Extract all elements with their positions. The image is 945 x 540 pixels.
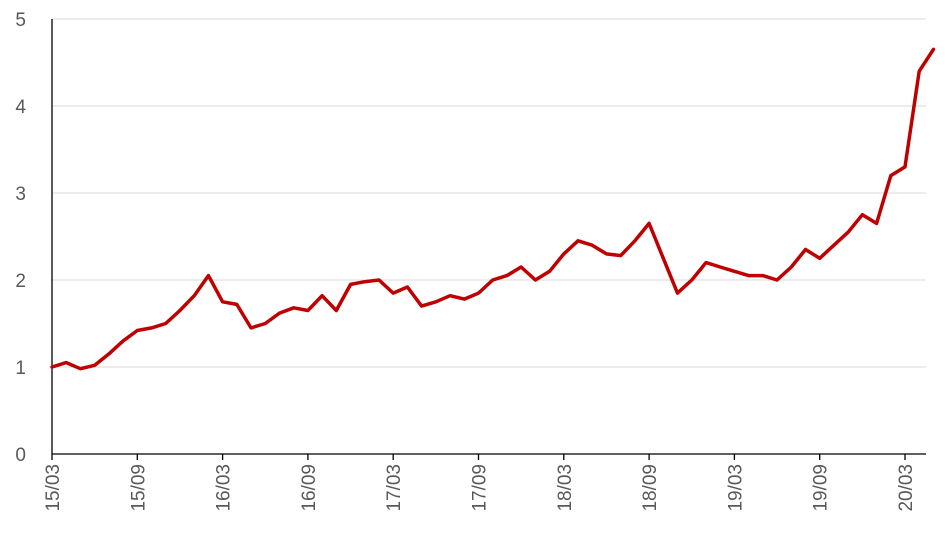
gridlines xyxy=(52,18,926,368)
data-point xyxy=(107,352,111,356)
data-point xyxy=(335,309,338,312)
data-point xyxy=(719,265,722,269)
data-point xyxy=(249,326,253,330)
data-point xyxy=(406,285,409,289)
data-point xyxy=(491,278,494,282)
y-tick-label: 0 xyxy=(15,445,26,466)
data-point xyxy=(605,252,608,256)
data-point xyxy=(804,248,807,251)
series-line xyxy=(50,47,936,371)
data-point xyxy=(178,309,182,312)
data-point xyxy=(576,239,580,242)
data-point xyxy=(264,322,267,325)
data-point xyxy=(790,265,793,269)
data-point xyxy=(193,294,196,297)
data-point xyxy=(889,174,892,177)
x-tick-label: 20/03 xyxy=(896,464,917,512)
data-point xyxy=(50,365,54,369)
data-point xyxy=(818,257,821,260)
axes xyxy=(51,19,926,460)
data-point xyxy=(505,274,509,277)
data-point xyxy=(292,306,295,309)
data-point xyxy=(420,304,423,308)
data-point xyxy=(136,329,139,332)
x-tick-labels: 15/03 15/09 16/03 16/09 17/03 17/09 18/03 18/09… xyxy=(43,464,917,512)
data-point xyxy=(932,48,935,51)
data-point xyxy=(306,309,310,312)
x-tick-label: 19/03 xyxy=(725,464,746,512)
data-point xyxy=(832,244,836,247)
data-point xyxy=(633,239,637,242)
data-point xyxy=(278,311,281,315)
data-point xyxy=(775,278,779,282)
data-point xyxy=(875,222,878,225)
y-tick-label: 5 xyxy=(15,10,26,31)
data-point xyxy=(690,278,693,282)
data-point xyxy=(519,265,523,269)
data-point xyxy=(349,283,352,286)
data-point xyxy=(392,291,395,295)
series-layer xyxy=(50,47,936,371)
data-point xyxy=(619,254,622,257)
x-tick-label: 16/09 xyxy=(299,464,320,512)
y-tick-label: 2 xyxy=(15,271,26,292)
data-point xyxy=(463,297,466,301)
data-point xyxy=(377,278,381,282)
data-point xyxy=(903,165,907,169)
x-tick-label: 18/09 xyxy=(640,464,661,512)
data-point xyxy=(562,252,565,256)
data-point xyxy=(235,303,238,306)
x-tick-label: 15/03 xyxy=(43,464,64,512)
x-tick-label: 15/09 xyxy=(128,464,149,512)
data-point xyxy=(93,364,96,367)
data-point xyxy=(207,274,210,277)
data-point xyxy=(164,322,167,325)
x-tick-label: 18/03 xyxy=(555,464,576,512)
y-tick-label: 1 xyxy=(15,358,26,379)
y-tick-label: 4 xyxy=(15,97,26,118)
data-point xyxy=(477,291,480,295)
data-point xyxy=(534,278,537,282)
data-point xyxy=(65,361,68,364)
data-point xyxy=(363,280,366,283)
data-point xyxy=(150,326,153,330)
data-point xyxy=(434,300,438,303)
data-point xyxy=(591,244,594,247)
data-point xyxy=(647,222,651,225)
data-point xyxy=(662,257,665,260)
data-point xyxy=(448,294,452,297)
data-point xyxy=(747,274,750,277)
data-point xyxy=(761,274,764,277)
data-point xyxy=(676,291,679,295)
y-tick-label: 3 xyxy=(15,184,26,205)
data-point xyxy=(121,339,125,343)
data-point xyxy=(320,294,324,297)
data-point xyxy=(548,270,551,273)
data-point xyxy=(846,231,850,234)
y-tick-labels: 0 1 2 3 4 5 xyxy=(15,10,26,466)
data-point xyxy=(79,367,82,370)
data-point xyxy=(704,261,708,264)
x-tick-label: 16/03 xyxy=(214,464,235,512)
x-tick-label: 17/09 xyxy=(470,464,491,512)
data-point xyxy=(221,300,224,303)
x-tick-label: 19/09 xyxy=(811,464,832,512)
x-tick-label: 17/03 xyxy=(384,464,405,512)
data-point xyxy=(918,70,921,73)
data-point xyxy=(733,270,736,273)
data-point xyxy=(861,213,864,216)
